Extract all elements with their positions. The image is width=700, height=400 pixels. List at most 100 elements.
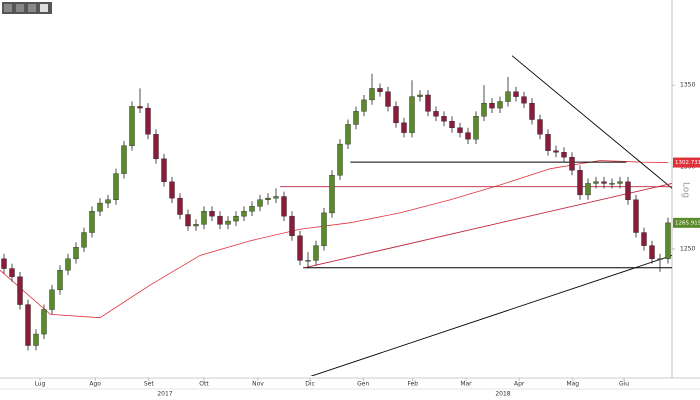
candle-body [233,215,239,222]
x-tick-label: Nov [252,381,264,388]
candle-body [201,211,207,225]
candle-body [521,96,527,104]
log-label: Log [681,182,691,198]
candle-body [145,107,151,135]
candle-body [361,99,367,112]
x-tick-label: Feb [407,381,418,388]
x-tick-label: Giu [619,381,629,388]
candle-body [585,183,591,196]
candle-body [417,94,423,97]
tool-button[interactable] [28,4,36,12]
candle-body [433,111,439,117]
candle-body [169,181,175,199]
toolbar-bg [2,2,52,14]
candle-body [185,214,191,227]
last-value-box [673,217,700,228]
candle-body [161,158,167,182]
candle-body [105,199,111,204]
candle-body [473,116,479,140]
candle-body [513,91,519,97]
candle-body [257,199,263,207]
x-tick-label: Dic [305,381,315,388]
candle-body [665,222,671,259]
candle-body [545,134,551,151]
candle-body [409,96,415,133]
candle-body [113,173,119,200]
x-tick-label: Ott [199,381,209,388]
candle-body [633,199,639,233]
candle-body [617,181,623,184]
candle-body [209,211,215,217]
candle-body [9,268,15,277]
candle-body [425,94,431,112]
candle-body [505,91,511,102]
candle-body [17,276,23,305]
candle-body [89,211,95,233]
tool-button[interactable] [16,4,24,12]
candle-body [593,181,599,184]
candle-body [265,197,271,200]
candle-body [249,206,255,212]
candle-body [649,245,655,259]
candle-body [65,258,71,271]
candle-body [561,152,567,158]
candle-body [289,215,295,237]
candle-body [1,258,7,269]
x-tick-label: Mar [460,381,472,388]
candle-body [313,245,319,261]
candle-body [33,333,39,346]
candle-body [177,197,183,215]
candle-body [529,102,535,120]
candle-body [369,88,375,101]
candle-body [241,211,247,217]
candle-body [193,224,199,227]
trend-line [511,55,672,189]
candle-body [217,215,223,225]
candle-body [353,111,359,125]
candle-body [489,102,495,109]
candle-body [569,157,575,171]
candle-body [57,269,63,291]
candles [1,73,671,351]
last-value-label: 1302.7316 [675,160,700,166]
candle-body [153,134,159,160]
tool-button[interactable] [4,4,12,12]
candle-body [625,181,631,200]
candle-body [281,196,287,217]
candle-body [457,127,463,133]
candle-body [121,145,127,174]
y-tick-label: 1250 [680,245,695,252]
candle-body [449,120,455,128]
candle-body [25,304,31,346]
trend-line [310,255,672,376]
candle-body [297,235,303,261]
candle-body [497,101,503,109]
candle-body [385,91,391,107]
candle-body [337,143,343,176]
axes: 125013001350LugAgoSetOttNovDicGenFebMarA… [35,82,700,398]
overlays [0,55,672,376]
candle-body [137,106,143,109]
candle-body [401,122,407,133]
candle-body [129,106,135,146]
candle-body [481,102,487,117]
candle-body [73,247,79,259]
candle-body [81,232,87,248]
candle-body [377,88,383,92]
candle-body [609,183,615,185]
moving-average [0,160,669,319]
x-tick-label: Lug [35,381,46,388]
candle-body [441,116,447,122]
last-value-label: 1265.9199 [675,220,700,226]
candle-body [393,106,399,124]
candle-body [465,132,471,140]
candle-body [97,202,103,212]
x-tick-label: Gen [357,381,369,388]
candle-body [553,150,559,153]
tool-button[interactable] [40,4,48,12]
y-tick-label: 1350 [680,82,695,89]
candle-body [601,181,607,184]
x-tick-label: Set [144,381,155,388]
